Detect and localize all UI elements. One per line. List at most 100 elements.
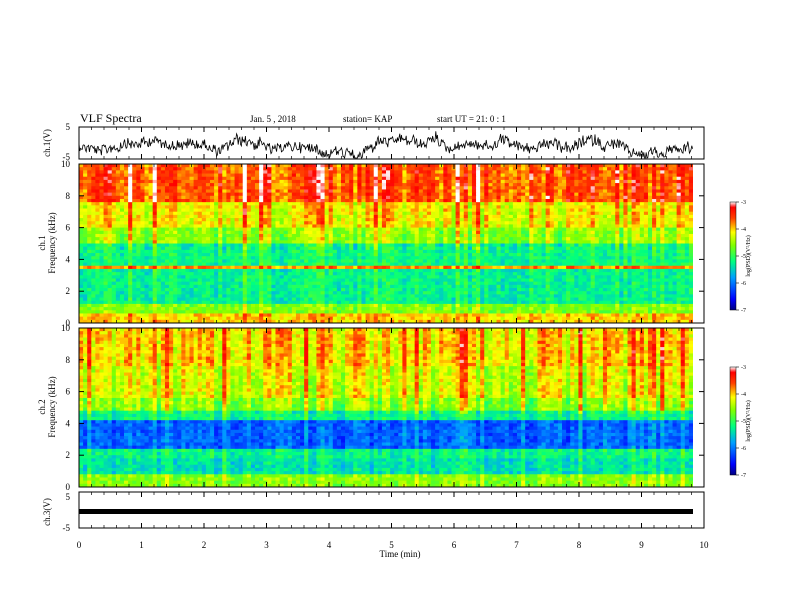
heatmap-cell — [160, 256, 166, 260]
heatmap-cell — [115, 183, 121, 187]
heatmap-cell — [594, 173, 600, 178]
heatmap-cell — [615, 246, 620, 251]
heatmap-cell — [639, 192, 645, 197]
heatmap-cell — [234, 227, 240, 232]
heatmap-cell — [287, 256, 293, 260]
heatmap-cell — [590, 240, 596, 244]
heatmap-cell — [209, 195, 215, 200]
heatmap-cell — [295, 230, 301, 235]
heatmap-cell — [422, 176, 428, 181]
heatmap-cell — [516, 259, 522, 263]
heatmap-cell — [492, 230, 497, 235]
heatmap-cell — [668, 253, 673, 257]
heatmap-cell — [578, 170, 583, 174]
heatmap-cell — [521, 202, 526, 206]
heatmap-cell — [537, 186, 542, 190]
heatmap-cell — [242, 233, 248, 238]
heatmap-cell — [353, 211, 358, 216]
heatmap-cell — [205, 240, 211, 244]
heatmap-cell — [586, 262, 592, 267]
heatmap-cell — [300, 208, 305, 213]
heatmap-cell — [459, 218, 465, 222]
heatmap-cell — [574, 173, 579, 178]
heatmap-cell — [500, 230, 506, 235]
heatmap-cell — [418, 167, 424, 171]
heatmap-cell — [189, 167, 195, 171]
heatmap-cell — [582, 195, 587, 200]
heatmap-cell — [590, 253, 596, 257]
heatmap-cell — [619, 227, 624, 232]
heatmap-cell — [156, 205, 162, 209]
heatmap-cell — [144, 198, 149, 203]
heatmap-cell — [386, 211, 391, 216]
heatmap-cell — [549, 259, 555, 263]
heatmap-cell — [169, 195, 174, 200]
heatmap-cell — [660, 221, 665, 225]
heatmap-cell — [426, 256, 432, 260]
heatmap-cell — [656, 195, 661, 200]
heatmap-cell — [443, 192, 448, 197]
heatmap-cell — [181, 167, 186, 171]
heatmap-cell — [267, 259, 272, 263]
heatmap-cell — [345, 246, 350, 251]
heatmap-cell — [349, 237, 354, 241]
heatmap-cell — [197, 183, 203, 187]
heatmap-cell — [578, 179, 583, 184]
heatmap-cell — [500, 173, 506, 178]
heatmap-cell — [181, 265, 186, 270]
heatmap-cell — [590, 249, 596, 254]
heatmap-cell — [99, 192, 104, 197]
heatmap-cell — [480, 218, 485, 222]
heatmap-cell — [676, 198, 682, 203]
heatmap-cell — [320, 170, 325, 174]
heatmap-cell — [582, 227, 587, 232]
heatmap-cell — [340, 224, 346, 228]
heatmap-cell — [631, 246, 637, 251]
heatmap-cell — [652, 246, 657, 251]
heatmap-cell — [533, 218, 538, 222]
heatmap-cell — [529, 176, 534, 181]
heatmap-cell — [521, 205, 526, 209]
heatmap-cell — [562, 233, 567, 238]
heatmap-cell — [300, 186, 305, 190]
heatmap-cell — [181, 189, 186, 194]
heatmap-cell — [684, 167, 690, 171]
heatmap-cell — [414, 198, 420, 203]
heatmap-cell — [95, 202, 100, 206]
heatmap-cell — [250, 170, 256, 174]
heatmap-cell — [91, 221, 96, 225]
heatmap-cell — [226, 186, 231, 190]
heatmap-cell — [390, 179, 395, 184]
heatmap-cell — [688, 186, 694, 190]
heatmap-cell — [480, 205, 485, 209]
heatmap-cell — [357, 189, 362, 194]
heatmap-cell — [177, 214, 182, 219]
heatmap-cell — [386, 230, 391, 235]
heatmap-cell — [140, 186, 145, 190]
heatmap-cell — [181, 243, 186, 248]
heatmap-cell — [115, 179, 121, 184]
heatmap-cell — [496, 189, 502, 194]
heatmap-cell — [398, 195, 403, 200]
heatmap-cell — [656, 224, 661, 228]
heatmap-cell — [144, 253, 149, 257]
heatmap-cell — [336, 259, 342, 263]
heatmap-cell — [439, 218, 444, 222]
heatmap-cell — [169, 211, 174, 216]
heatmap-cell — [250, 253, 256, 257]
heatmap-cell — [537, 243, 542, 248]
heatmap-cell — [476, 183, 481, 187]
heatmap-cell — [529, 218, 534, 222]
heatmap-cell — [91, 246, 96, 251]
heatmap-cell — [205, 233, 211, 238]
heatmap-cell — [230, 218, 235, 222]
heatmap-cell — [443, 230, 448, 235]
heatmap-cell — [643, 259, 649, 263]
heatmap-cell — [406, 167, 411, 171]
heatmap-cell — [680, 173, 686, 178]
heatmap-cell — [525, 230, 530, 235]
heatmap-cell — [291, 167, 297, 171]
heatmap-cell — [87, 198, 92, 203]
heatmap-cell — [169, 259, 174, 263]
heatmap-cell — [406, 183, 411, 187]
